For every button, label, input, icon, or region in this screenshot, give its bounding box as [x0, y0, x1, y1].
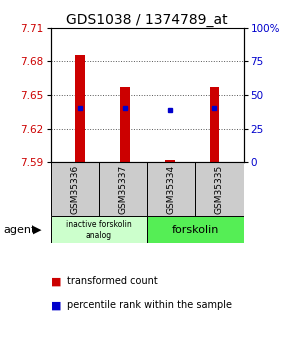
Text: GSM35334: GSM35334	[167, 165, 176, 214]
Bar	[209, 87, 219, 162]
Bar	[120, 87, 130, 162]
Text: forskolin: forskolin	[172, 225, 219, 235]
Bar	[51, 216, 147, 243]
Bar	[75, 55, 85, 162]
Text: percentile rank within the sample: percentile rank within the sample	[67, 300, 232, 310]
Text: ■: ■	[51, 276, 61, 286]
Text: ▶: ▶	[33, 225, 42, 235]
Text: GSM35335: GSM35335	[215, 165, 224, 214]
Text: inactive forskolin
analog: inactive forskolin analog	[66, 220, 132, 240]
Bar	[195, 162, 244, 216]
Bar	[147, 162, 195, 216]
Text: agent: agent	[3, 225, 35, 235]
Bar	[51, 162, 99, 216]
Bar	[165, 160, 175, 162]
Text: ■: ■	[51, 300, 61, 310]
Bar	[99, 162, 147, 216]
Bar	[147, 216, 244, 243]
Text: GSM35336: GSM35336	[70, 165, 79, 214]
Title: GDS1038 / 1374789_at: GDS1038 / 1374789_at	[66, 12, 228, 27]
Text: transformed count: transformed count	[67, 276, 157, 286]
Text: GSM35337: GSM35337	[119, 165, 128, 214]
